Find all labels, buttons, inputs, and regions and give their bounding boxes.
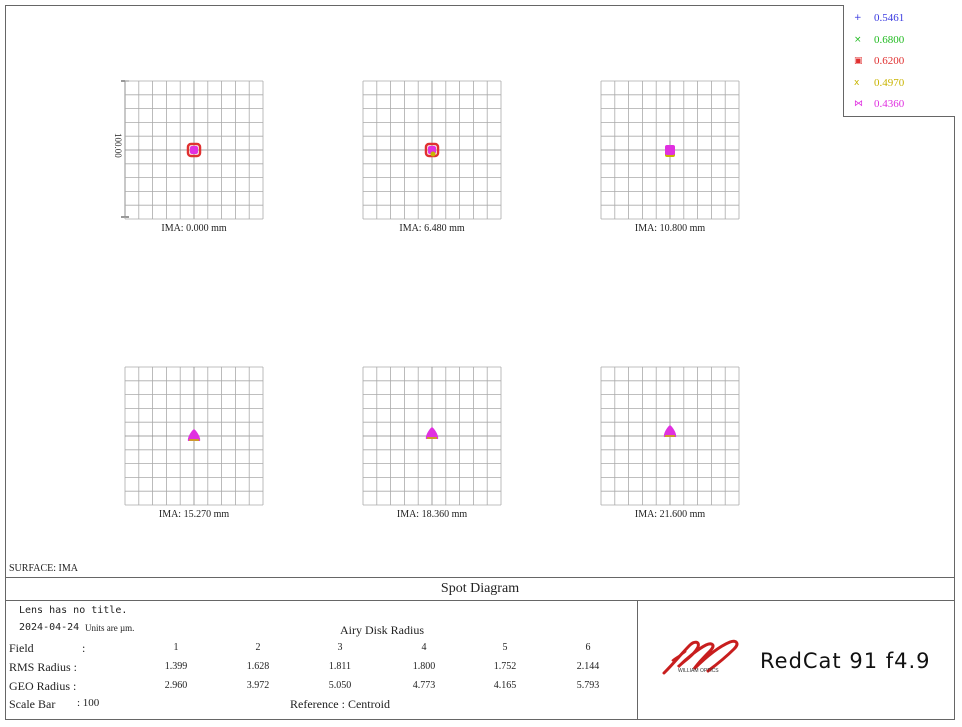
- legend-marker-icon: ⋈: [854, 99, 863, 109]
- geo-value: 5.793: [576, 680, 600, 691]
- diagram-title: Spot Diagram: [5, 577, 955, 601]
- field-ima-label: IMA: 15.270 mm: [158, 509, 230, 520]
- product-name: RedCat 91 f4.9: [760, 649, 931, 673]
- spot-grid: [600, 80, 740, 220]
- spot-red: [186, 142, 202, 158]
- info-panel: Lens has no title. 2024-04-24 Units are …: [5, 601, 638, 720]
- spot-grid: [362, 80, 502, 220]
- lens-title: Lens has no title.: [19, 605, 128, 616]
- spot-magenta: [190, 146, 198, 154]
- legend-item: × 0.6800: [854, 31, 904, 49]
- reference-label: Reference : Centroid: [290, 697, 390, 711]
- rms-value: 1.399: [164, 661, 188, 672]
- legend-label: 0.6200: [874, 55, 905, 67]
- spot-plot-field-5: [362, 366, 502, 506]
- scale-bar-row-label: Scale Bar: [9, 697, 56, 711]
- legend-label: 0.6800: [874, 34, 905, 46]
- legend-marker-icon: +: [854, 13, 862, 23]
- legend-item: x 0.4970: [854, 74, 904, 92]
- legend-marker-icon: ×: [854, 35, 862, 45]
- date: 2024-04-24: [19, 622, 80, 633]
- geo-value: 5.050: [328, 680, 352, 691]
- field-number: 4: [421, 642, 427, 653]
- spot-yellow: [665, 435, 675, 437]
- field-ima-label: IMA: 0.000 mm: [161, 223, 227, 234]
- spot-plot-field-4: [124, 366, 264, 506]
- units-note: Units are µm.: [85, 623, 135, 633]
- legend-item: ▣ 0.6200: [854, 52, 904, 70]
- field-ima-label: IMA: 21.600 mm: [634, 509, 706, 520]
- spot-magenta: [665, 145, 675, 155]
- spot-plot-field-3: [600, 80, 740, 220]
- spot-plot-field-1: [124, 80, 264, 220]
- field-number: 1: [173, 642, 179, 653]
- rms-value: 2.144: [576, 661, 600, 672]
- spot-yellow: [189, 439, 199, 441]
- field-row-colon: :: [82, 641, 86, 655]
- spot-plot-field-6: [600, 366, 740, 506]
- spot-grid: [600, 366, 740, 506]
- wavelength-legend: + 0.5461 × 0.6800 ▣ 0.6200 x 0.4970 ⋈ 0.…: [843, 5, 955, 117]
- legend-label: 0.5461: [874, 12, 905, 24]
- legend-item: + 0.5461: [854, 9, 904, 27]
- geo-value: 4.773: [412, 680, 436, 691]
- rms-value: 1.628: [246, 661, 270, 672]
- rms-value: 1.752: [493, 661, 517, 672]
- geo-value: 4.165: [493, 680, 517, 691]
- spot-yellow: [427, 437, 437, 439]
- legend-label: 0.4360: [874, 98, 905, 110]
- william-optics-logo-icon: [662, 639, 739, 675]
- spot-yellow: [430, 151, 436, 157]
- geo-row-label: GEO Radius :: [9, 679, 77, 693]
- field-number: 5: [502, 642, 508, 653]
- spot-magenta: [187, 429, 201, 441]
- airy-disk-heading: Airy Disk Radius: [340, 623, 424, 637]
- legend-item: ⋈ 0.4360: [854, 95, 904, 113]
- spot-grid: [124, 80, 264, 220]
- rms-value: 1.811: [328, 661, 352, 672]
- field-ima-label: IMA: 10.800 mm: [634, 223, 706, 234]
- spot-plot-field-2: [362, 80, 502, 220]
- spot-magenta: [425, 427, 439, 439]
- legend-marker-icon: x: [854, 78, 860, 88]
- field-number: 3: [337, 642, 343, 653]
- spot-magenta: [663, 425, 677, 437]
- surface-label: SURFACE: IMA: [9, 563, 78, 574]
- geo-value: 2.960: [164, 680, 188, 691]
- field-number: 6: [585, 642, 591, 653]
- diagram-frame: [5, 5, 955, 720]
- brand-sub-label: WILLIAM OPTICS: [678, 668, 719, 674]
- field-ima-label: IMA: 18.360 mm: [396, 509, 468, 520]
- field-ima-label: IMA: 6.480 mm: [399, 223, 465, 234]
- legend-marker-icon: ▣: [854, 56, 863, 66]
- legend-label: 0.4970: [874, 77, 905, 89]
- geo-value: 3.972: [246, 680, 270, 691]
- rms-value: 1.800: [412, 661, 436, 672]
- brand-panel: WILLIAM OPTICS RedCat 91 f4.9: [638, 601, 955, 720]
- scale-bar-value: : 100: [77, 697, 100, 709]
- spot-grid: [124, 366, 264, 506]
- rms-row-label: RMS Radius :: [9, 660, 78, 674]
- spot-grid: [362, 366, 502, 506]
- scale-bar-label: 100.00: [113, 133, 123, 158]
- field-row-label: Field: [9, 641, 34, 655]
- field-number: 2: [255, 642, 261, 653]
